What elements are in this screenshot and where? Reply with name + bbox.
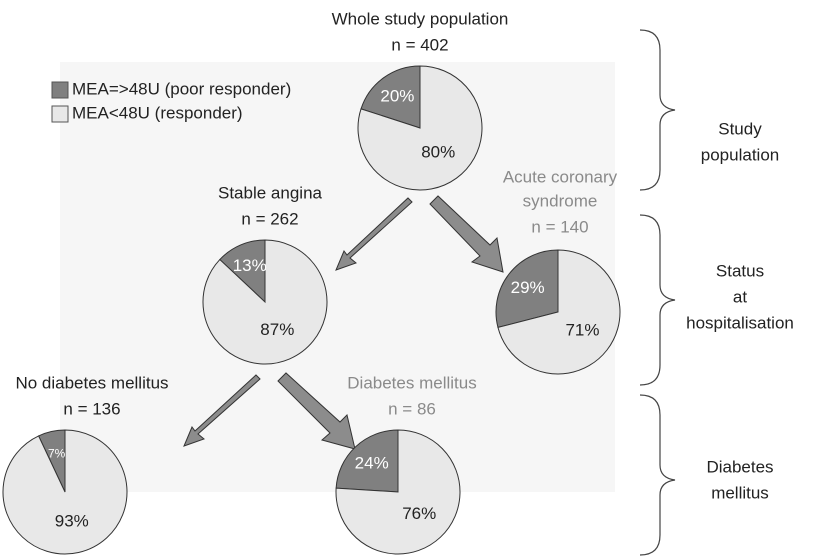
pie-value-label: 93% (55, 512, 89, 531)
legend-swatch (51, 105, 69, 123)
pie-title: Diabetes mellitus (347, 373, 476, 392)
pie-title: No diabetes mellitus (15, 373, 168, 392)
pie-title: Stable angina (218, 183, 323, 202)
pie-slice (497, 249, 621, 375)
bracket (639, 29, 676, 191)
bracket (639, 214, 676, 386)
arrow-thick (277, 372, 356, 450)
pie-slice (360, 65, 421, 129)
section-label: Status (716, 261, 764, 280)
pie-subtitle: n = 140 (531, 217, 588, 236)
arrow-thick (429, 195, 504, 273)
pie-value-label: 13% (233, 256, 267, 275)
arrow-thin (183, 374, 261, 447)
section-label: hospitalisation (686, 313, 794, 332)
pie-value-label: 71% (565, 320, 599, 339)
pie-value-label: 29% (511, 278, 545, 297)
legend-swatch (51, 81, 69, 99)
pie-title: Whole study population (332, 9, 509, 28)
legend-label: MEA<48U (responder) (72, 103, 243, 122)
pie-slice (335, 429, 399, 493)
pie-slice (335, 429, 461, 555)
arrows (183, 195, 504, 450)
pie-value-label: 80% (421, 143, 455, 162)
bracket (639, 394, 676, 556)
section-label: Study (718, 119, 762, 138)
pie-title: Acute coronary (503, 167, 618, 186)
pie-slice (202, 239, 328, 365)
section-label: at (733, 287, 747, 306)
pie-value-label: 24% (355, 453, 389, 472)
pie-value-label: 7% (48, 447, 66, 461)
pie-subtitle: n = 402 (391, 35, 448, 54)
legend-label: MEA=>48U (poor responder) (72, 79, 291, 98)
pie-slice (357, 65, 483, 191)
pie-subtitle: n = 136 (63, 399, 120, 418)
pie-value-label: 87% (260, 320, 294, 339)
arrow-thin (335, 197, 413, 271)
pie-subtitle: n = 262 (241, 209, 298, 228)
pie-value-label: 76% (402, 504, 436, 523)
section-label: mellitus (711, 483, 769, 502)
pie-subtitle: n = 86 (388, 399, 436, 418)
pie-slice (2, 429, 128, 555)
pie-value-label: 20% (380, 86, 414, 105)
pie-slice (495, 249, 559, 329)
section-label: population (701, 145, 779, 164)
section-label: Diabetes (706, 457, 773, 476)
brackets (639, 29, 676, 556)
pie-title: syndrome (523, 191, 598, 210)
